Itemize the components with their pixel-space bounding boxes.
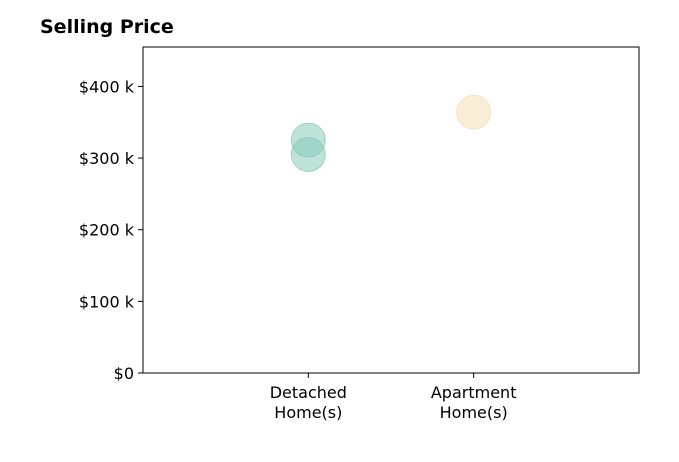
x-tick-label: Apartment Home(s): [431, 383, 517, 422]
y-tick-label: $400 k: [79, 77, 135, 96]
chart-title: Selling Price: [40, 16, 174, 38]
y-tick-label: $0: [114, 364, 134, 383]
x-tick-label-line: Home(s): [440, 403, 508, 422]
x-tick-label-line: Detached: [270, 383, 347, 402]
data-point-s0-p1: [290, 136, 326, 172]
data-point-s1-p0: [456, 94, 492, 130]
x-tick-label: Detached Home(s): [270, 383, 347, 422]
x-tick-label-line: Apartment: [431, 383, 517, 402]
y-tick-label: $300 k: [79, 149, 135, 168]
y-tick-label: $100 k: [79, 292, 135, 311]
x-tick-label-line: Home(s): [274, 403, 342, 422]
marks-layer: [290, 94, 492, 172]
y-tick-label: $200 k: [79, 221, 135, 240]
plot-frame: [142, 46, 640, 374]
